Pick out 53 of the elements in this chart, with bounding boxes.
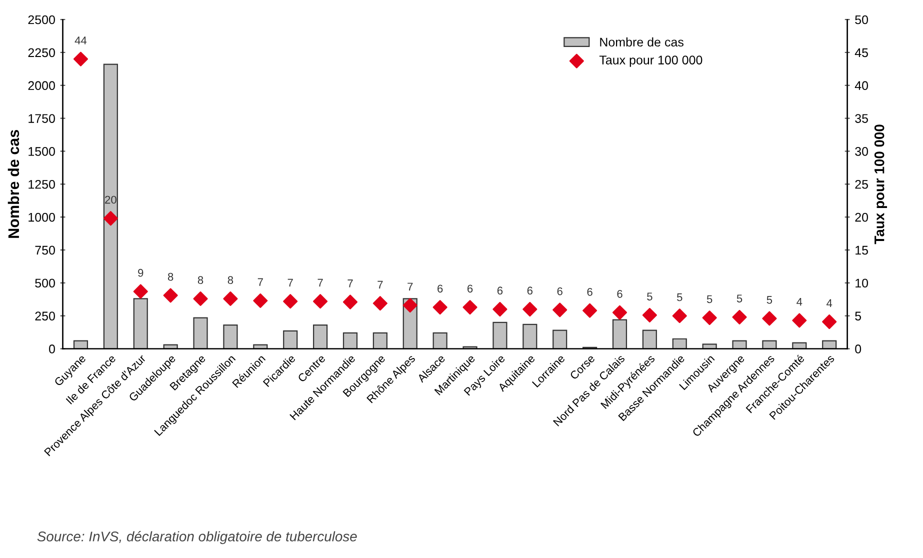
y2-tick-label: 35 xyxy=(855,114,868,123)
data-label: 8 xyxy=(228,276,234,284)
data-label: 6 xyxy=(557,287,562,296)
y2-tick-label: 25 xyxy=(855,180,868,189)
data-label: 7 xyxy=(288,278,293,287)
data-label: 4 xyxy=(826,299,832,307)
data-label: 5 xyxy=(647,292,652,300)
data-label: 6 xyxy=(467,284,473,293)
data-label: 4 xyxy=(796,298,802,306)
y-tick-label: 1500 xyxy=(28,147,55,156)
data-label: 5 xyxy=(736,294,742,302)
y-tick-label: 500 xyxy=(35,278,55,288)
y-tick-label: 1750 xyxy=(28,114,55,123)
y2-tick-label: 5 xyxy=(855,312,862,320)
y-tick-label: 0 xyxy=(49,344,55,354)
y2-tick-label: 20 xyxy=(855,212,868,222)
y-tick-label: 2000 xyxy=(28,81,55,90)
y2-tick-label: 45 xyxy=(854,48,868,58)
y2-tick-label: 15 xyxy=(856,246,868,255)
y-axis-title: Nombre de cas xyxy=(8,130,20,238)
y2-axis-title: Taux pour 100 000 xyxy=(874,124,888,244)
y-tick-label: 2500 xyxy=(28,15,55,24)
y-tick-label: 1000 xyxy=(28,212,55,222)
data-label: 6 xyxy=(438,284,443,293)
y2-tick-label: 40 xyxy=(854,81,868,90)
data-label: 8 xyxy=(198,276,204,284)
y-tick-label: 250 xyxy=(35,312,55,320)
y2-tick-label: 0 xyxy=(855,344,862,354)
legend-label: Nombre de cas xyxy=(600,37,684,47)
data-label: 7 xyxy=(408,282,413,290)
y2-tick-label: 10 xyxy=(856,278,868,288)
data-label: 5 xyxy=(766,296,772,304)
data-label: 7 xyxy=(348,280,353,288)
data-label: 44 xyxy=(74,36,87,44)
y-tick-label: 1250 xyxy=(28,180,55,189)
data-label: 6 xyxy=(497,286,503,295)
data-label: 5 xyxy=(706,295,712,304)
y2-tick-label: 30 xyxy=(855,147,868,156)
data-label: 6 xyxy=(527,286,532,295)
legend-label: Taux pour 100 000 xyxy=(599,56,702,67)
source-note: Source: InVS, déclaration obligatoire de tuberculose xyxy=(37,531,357,544)
y-tick-label: 750 xyxy=(35,246,55,255)
y-tick-label: 2250 xyxy=(28,48,55,58)
data-label: 7 xyxy=(378,280,383,289)
data-label: 8 xyxy=(168,272,174,281)
data-label: 20 xyxy=(105,196,116,204)
data-label: 6 xyxy=(587,288,592,296)
data-label: 7 xyxy=(318,278,323,287)
y2-tick-label: 50 xyxy=(855,15,868,24)
data-label: 5 xyxy=(676,293,682,302)
data-label: 6 xyxy=(617,290,622,298)
data-label: 7 xyxy=(258,278,263,286)
data-label: 9 xyxy=(138,268,144,277)
